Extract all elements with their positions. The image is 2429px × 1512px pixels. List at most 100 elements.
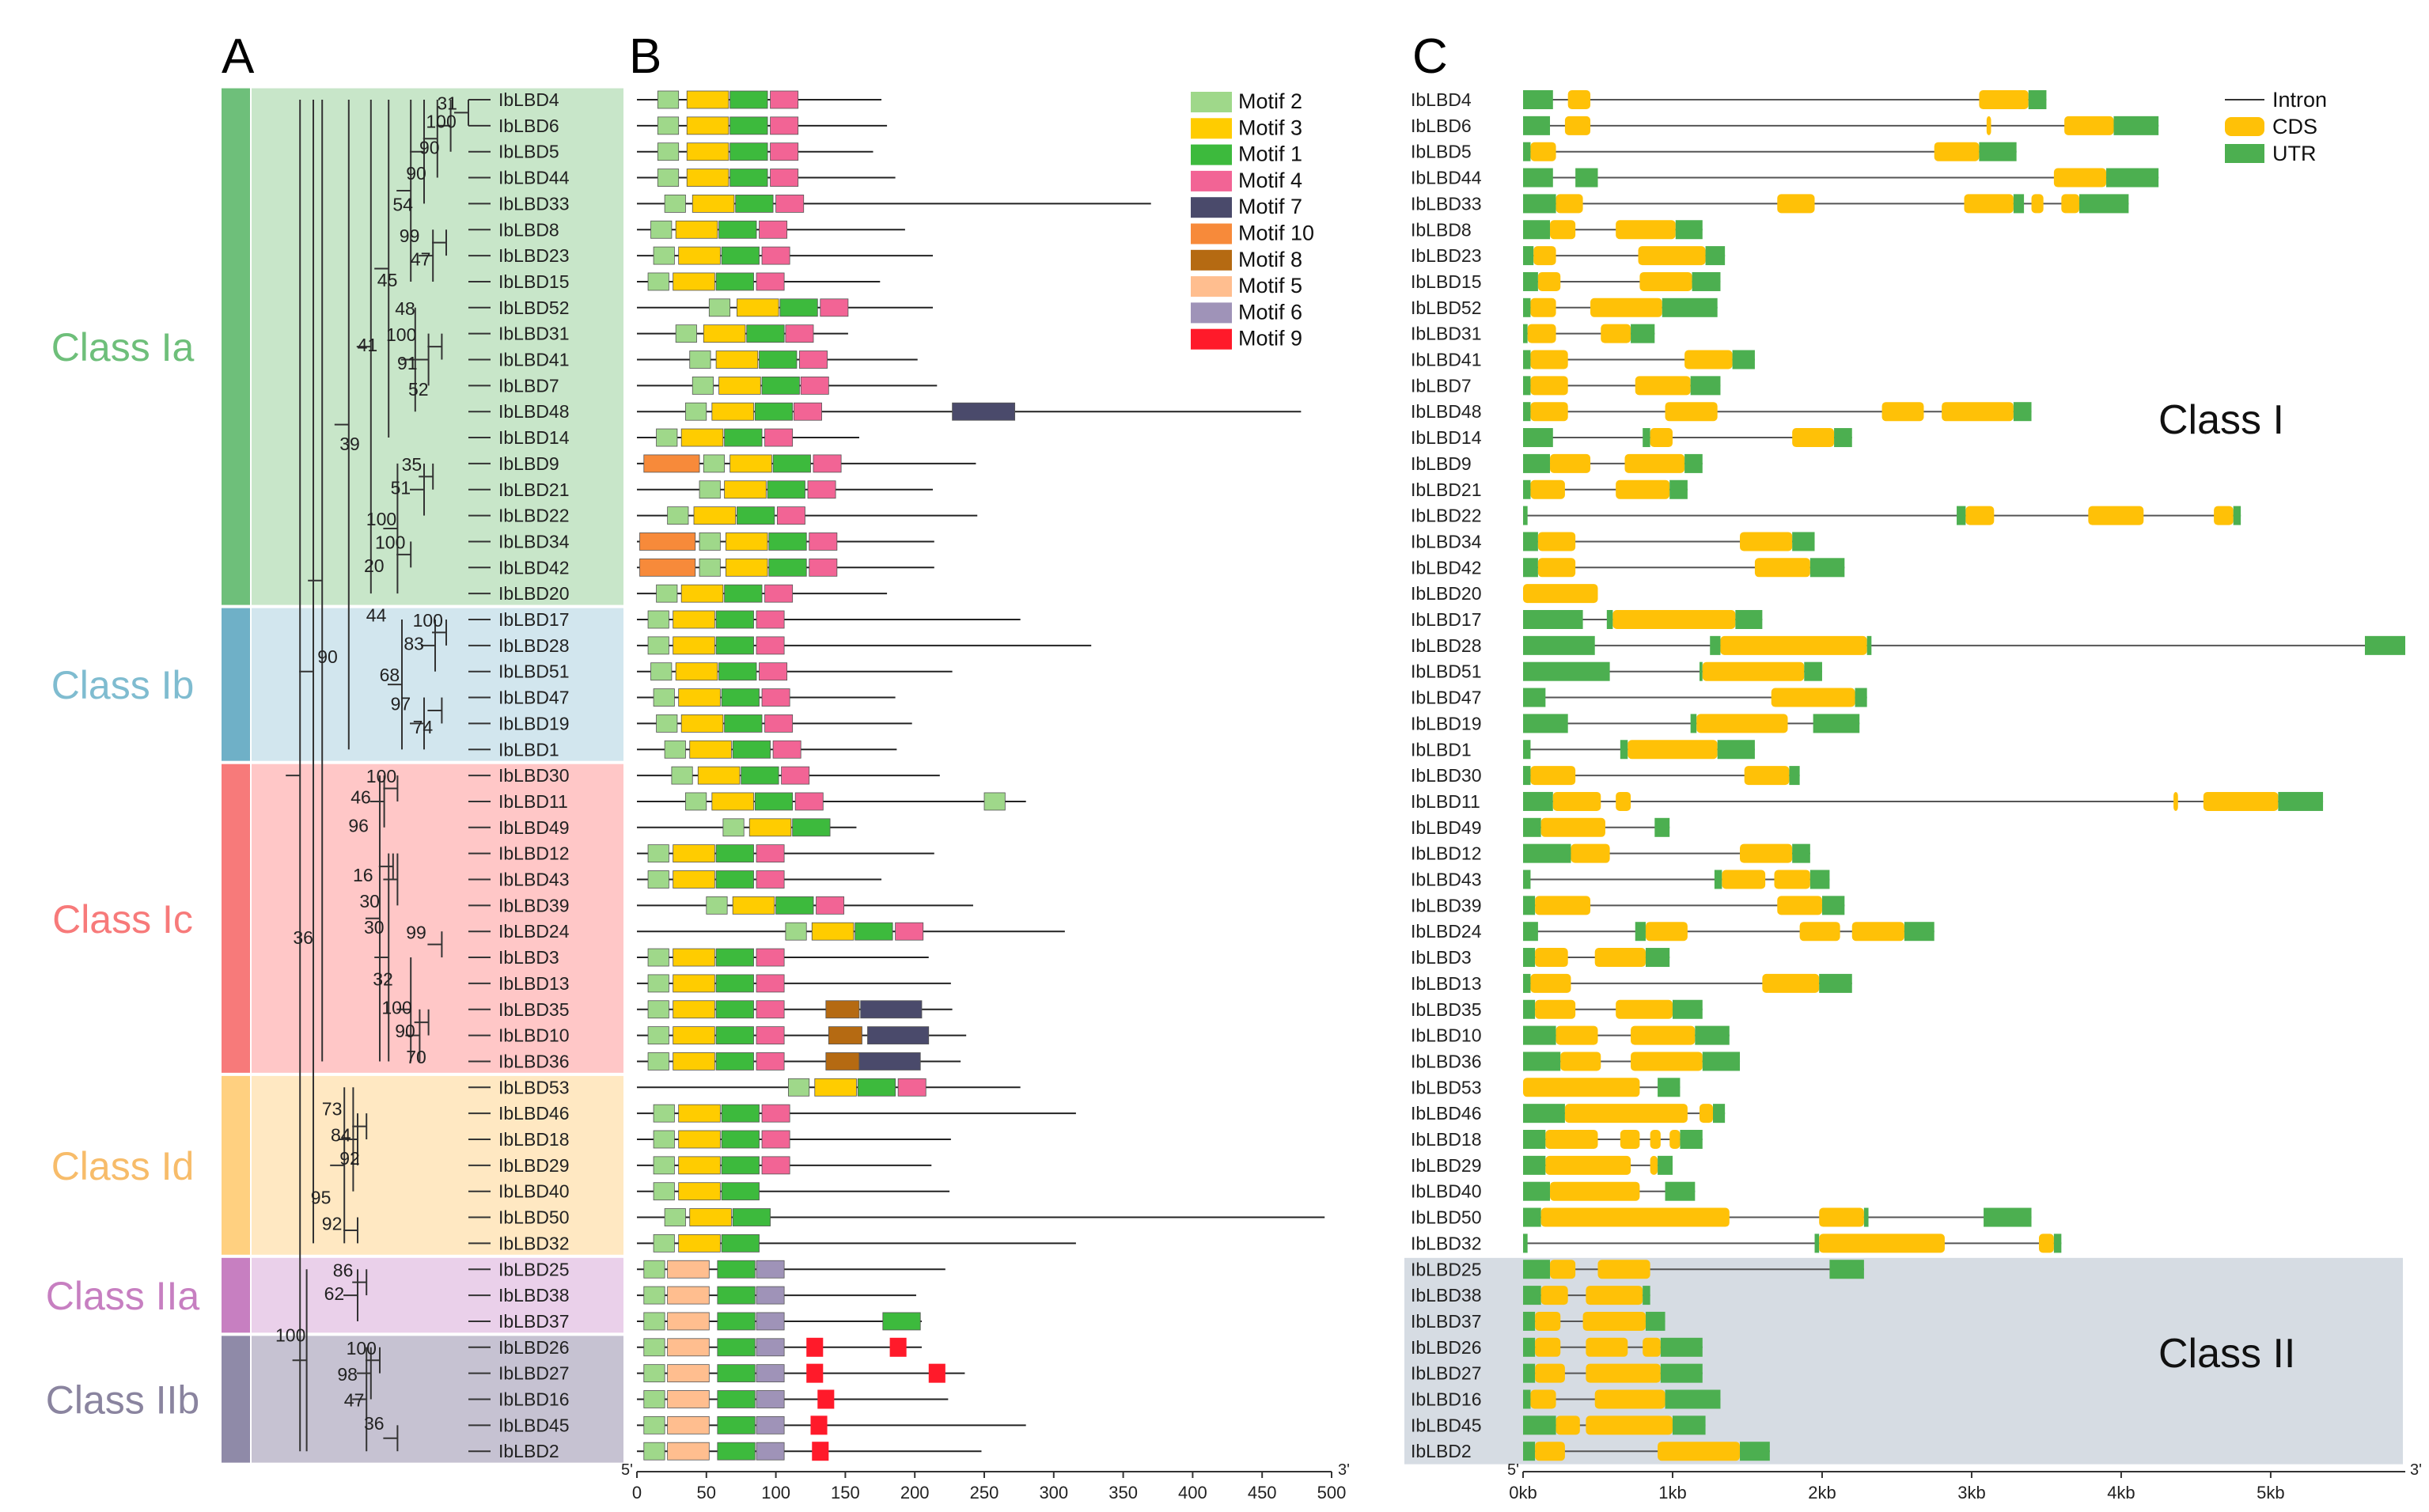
motif-box (756, 1338, 785, 1357)
motif-box (678, 246, 721, 265)
cds-box (1616, 479, 1670, 499)
tree-leaf-label: IbLBD25 (498, 1259, 570, 1279)
gene-label: IbLBD7 (1411, 375, 1472, 396)
cds-box (1754, 558, 1810, 578)
motif-axis-tick-label: 300 (1039, 1483, 1068, 1503)
motif-box (746, 324, 785, 343)
utr-box (1814, 1233, 1820, 1253)
bootstrap-value: 30 (364, 917, 385, 938)
motif-box (667, 1415, 710, 1434)
cds-box (1942, 402, 2014, 422)
motif-box (722, 818, 745, 837)
motif-box (732, 1208, 771, 1226)
motif-box (952, 402, 1016, 421)
motif-box (643, 454, 700, 473)
cds-box (1740, 843, 1793, 863)
utr-box (1866, 635, 1872, 655)
utr-box (1523, 428, 1553, 448)
gene-rows: IbLBD4 IbLBD6 IbLBD5 IbLBD44 IbLBD33 IbLBD8 Ib… (1411, 89, 2405, 1461)
gene-axis-3prime: 3' (2410, 1461, 2422, 1479)
motif-box (686, 142, 729, 161)
gene-structure-panel: IbLBD4 IbLBD6 IbLBD5 IbLBD44 IbLBD33 IbLBD8 Ib… (1404, 88, 2422, 1503)
motif-legend-label: Motif 1 (1238, 142, 1302, 166)
utr-box (1523, 896, 1536, 915)
utr-box (1829, 1260, 1864, 1279)
tree-leaf-label: IbLBD23 (498, 245, 570, 266)
cds-box (1535, 1337, 1561, 1357)
class-ii-label: Class II (2158, 1331, 2295, 1377)
motif-rows (637, 90, 1325, 1461)
motif-box (776, 506, 805, 525)
motif-box (693, 506, 737, 525)
gene-label: IbLBD1 (1411, 739, 1472, 760)
gene-label: IbLBD25 (1411, 1259, 1482, 1279)
bootstrap-value: 30 (359, 891, 380, 911)
motif-box (741, 766, 779, 785)
gene-legend-label: UTR (2272, 142, 2317, 165)
motif-legend-label: Motif 9 (1238, 327, 1302, 351)
utr-box (1804, 661, 1822, 681)
motif-legend-swatch (1191, 276, 1232, 297)
cds-box (1624, 453, 1685, 473)
bootstrap-value: 97 (391, 693, 411, 714)
motif-box (673, 974, 715, 993)
motif-legend-label: Motif 2 (1238, 89, 1302, 113)
cds-box (1582, 1311, 1646, 1331)
motif-box (813, 454, 842, 473)
cds-box (1684, 350, 1733, 369)
motif-box (724, 480, 767, 499)
gene-label: IbLBD10 (1411, 1025, 1482, 1046)
class-i-label: Class I (2158, 397, 2284, 443)
panel-label-b: B (629, 29, 661, 84)
tree-leaf-label: IbLBD27 (498, 1363, 570, 1384)
motif-box (729, 454, 772, 473)
cds-box (1616, 999, 1673, 1019)
cds-box (1934, 142, 1980, 161)
motif-box (718, 662, 757, 681)
class-bar (222, 1257, 250, 1333)
cds-box (1638, 246, 1706, 266)
motif-box (764, 584, 794, 603)
bootstrap-value: 100 (386, 324, 416, 345)
gene-label: IbLBD24 (1411, 921, 1482, 942)
gene-label: IbLBD15 (1411, 271, 1482, 292)
cds-box (1777, 194, 1815, 214)
motif-box (715, 1000, 754, 1019)
motif-box (667, 1338, 710, 1357)
utr-box (1523, 635, 1595, 655)
tree-leaf-label: IbLBD1 (498, 739, 559, 760)
cds-box (1851, 922, 1904, 942)
motif-box (647, 610, 669, 629)
motif-box (667, 1260, 710, 1279)
motif-box (737, 506, 775, 525)
motif-box (692, 194, 735, 213)
bootstrap-value: 100 (275, 1325, 305, 1346)
motif-box (772, 454, 811, 473)
motif-box (756, 1415, 785, 1434)
motif-box (673, 610, 715, 629)
motif-axis-tick-label: 450 (1248, 1483, 1277, 1503)
cds-box (1628, 740, 1718, 760)
gene-label: IbLBD21 (1411, 479, 1482, 500)
utr-box (1792, 532, 1815, 551)
utr-box (1523, 817, 1541, 837)
gene-legend-swatch (2225, 117, 2264, 136)
tree-leaf-label: IbLBD42 (498, 557, 570, 578)
motif-box (647, 636, 669, 655)
tree-leaf-label: IbLBD34 (498, 531, 570, 551)
motif-box (657, 116, 680, 135)
motif-box (928, 1363, 945, 1383)
utr-box (1645, 1311, 1665, 1331)
cds-box (1535, 1442, 1565, 1461)
tree-leaf-label: IbLBD37 (498, 1311, 570, 1332)
cds-box (1762, 973, 1820, 993)
bootstrap-value: 100 (426, 111, 456, 131)
cds-box (1601, 324, 1631, 343)
cds-box (1720, 635, 1867, 655)
tree-leaf-label: IbLBD15 (498, 271, 570, 292)
motif-box (756, 1286, 785, 1305)
motif-legend-swatch (1191, 249, 1232, 271)
cds-box (1523, 584, 1598, 604)
motif-box (724, 584, 763, 603)
utr-box (1523, 740, 1531, 760)
